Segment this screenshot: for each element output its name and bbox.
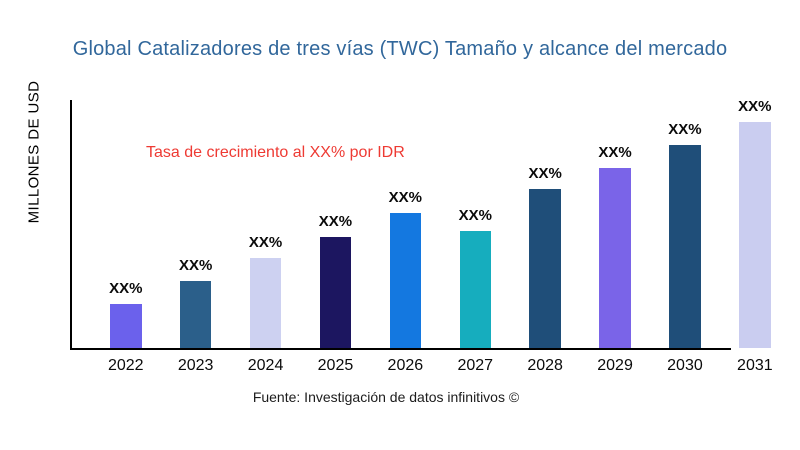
x-tick-label-2028: 2028 [527, 357, 563, 374]
y-axis-line [70, 100, 72, 350]
bar-value-label-2025: XX% [318, 213, 353, 230]
bar-2027 [459, 231, 491, 348]
growth-rate-annotation: Tasa de crecimiento al XX% por IDR [146, 144, 405, 161]
bar-2024 [249, 258, 282, 348]
bar-2031 [739, 122, 771, 348]
bar-value-label-2022: XX% [109, 280, 143, 297]
x-tick-label-2025: 2025 [317, 357, 354, 374]
bar-value-label-2024: XX% [248, 234, 283, 251]
bar-2028 [529, 189, 561, 348]
y-axis-label: MILLONES DE USD [25, 80, 43, 224]
bar-value-label-2030: XX% [668, 121, 702, 138]
bar-2022 [110, 304, 142, 348]
bar-value-label-2031: XX% [738, 98, 772, 115]
x-axis-line [70, 348, 731, 350]
x-tick-label-2030: 2030 [667, 357, 703, 374]
bar-2030 [669, 145, 701, 348]
bar-2025 [319, 237, 352, 348]
x-tick-label-2023: 2023 [177, 357, 214, 374]
x-tick-label-2026: 2026 [387, 357, 424, 374]
x-tick-label-2022: 2022 [107, 357, 144, 374]
bar-value-label-2028: XX% [528, 165, 562, 182]
bar-2023 [179, 281, 212, 348]
bar-2029 [599, 168, 631, 348]
bar-value-label-2023: XX% [178, 257, 213, 274]
bar-value-label-2026: XX% [388, 189, 423, 206]
chart-title: Global Catalizadores de tres vías (TWC) … [72, 38, 728, 60]
x-tick-label-2024: 2024 [247, 357, 284, 374]
x-tick-label-2029: 2029 [597, 357, 633, 374]
source-note: Fuente: Investigación de datos infinitiv… [252, 389, 520, 405]
x-tick-label-2027: 2027 [457, 357, 494, 374]
bar-value-label-2027: XX% [458, 207, 492, 224]
x-tick-label-2031: 2031 [737, 357, 773, 374]
bar-2026 [389, 213, 422, 348]
bar-value-label-2029: XX% [598, 144, 632, 161]
